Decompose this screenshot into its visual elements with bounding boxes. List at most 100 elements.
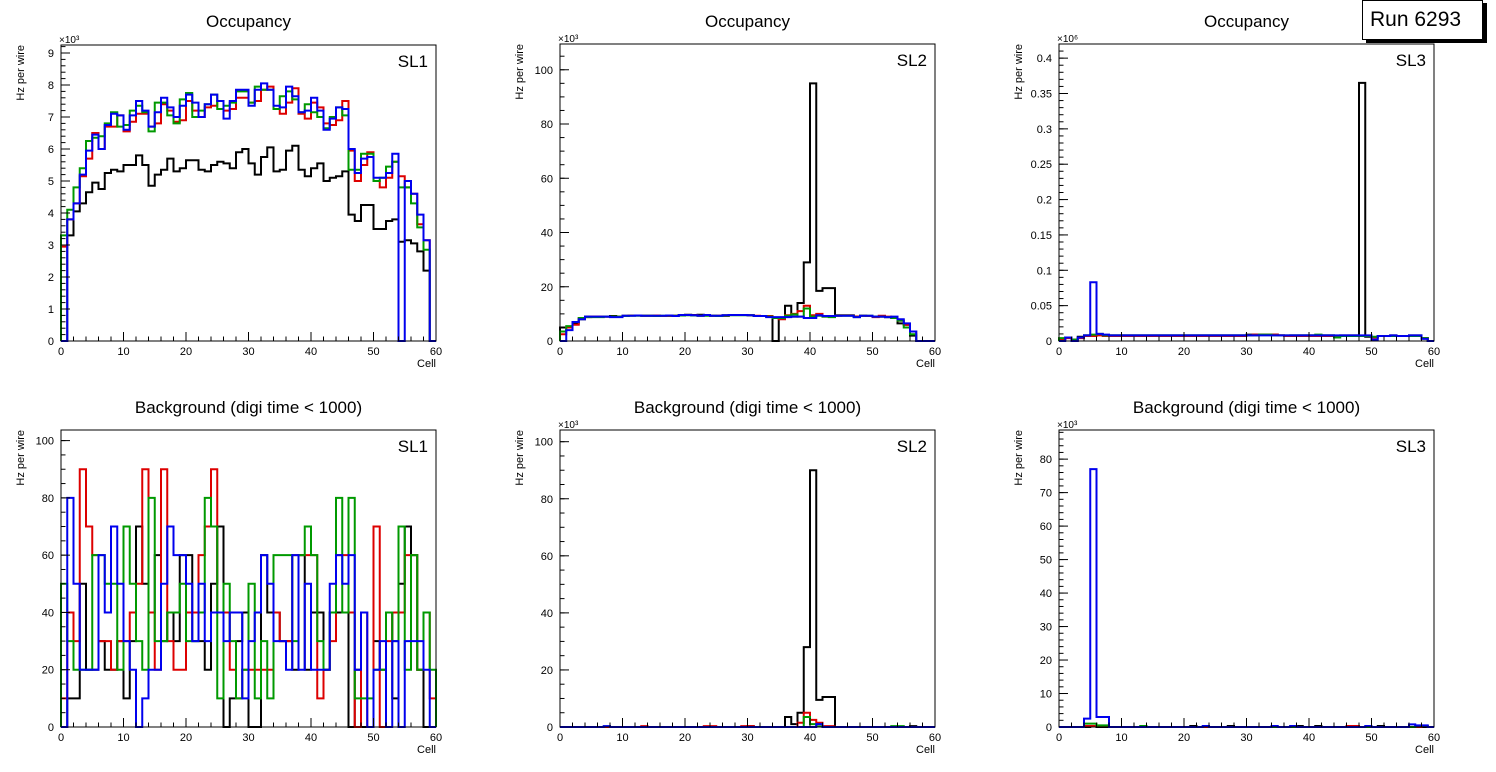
y-tick-label: 100 [535, 437, 553, 449]
x-tick-label: 60 [1428, 346, 1440, 358]
histogram-panel-5: Background (digi time < 1000) 0 10 20 30 40 50… [514, 398, 941, 756]
y-tick-label: 9 [48, 48, 54, 60]
y-tick-label: 60 [42, 550, 54, 562]
y-tick-label: 8 [48, 80, 54, 92]
panel-title: Background (digi time < 1000) [634, 398, 861, 417]
x-tick-label: 0 [58, 346, 64, 358]
y-tick-label: 0.05 [1031, 301, 1052, 313]
x-axis-label: Cell [1415, 358, 1434, 370]
y-tick-label: 6 [48, 144, 54, 156]
x-tick-label: 20 [1178, 346, 1190, 358]
y-tick-label: 3 [48, 240, 54, 252]
x-tick-label: 20 [679, 732, 691, 744]
x-axis-label: Cell [417, 744, 436, 756]
x-tick-label: 0 [557, 732, 563, 744]
panel-title: Background (digi time < 1000) [1133, 398, 1360, 417]
y-tick-label: 0 [547, 336, 553, 348]
x-tick-label: 30 [242, 346, 254, 358]
y-tick-label: 40 [1040, 588, 1052, 600]
y-axis-label: Hz per wire [514, 430, 526, 486]
y-tick-label: 10 [1040, 689, 1052, 701]
y-tick-label: 0 [1046, 336, 1052, 348]
plot-frame [1058, 429, 1435, 728]
histogram-series-4 [560, 313, 935, 342]
x-tick-label: 10 [117, 732, 129, 744]
y-tick-label: 100 [535, 65, 553, 77]
y-tick-label: 0.15 [1031, 230, 1052, 242]
y-tick-label: 4 [48, 208, 54, 220]
y-axis-label: Hz per wire [15, 45, 27, 101]
axis-exponent: ×10³ [558, 420, 579, 431]
x-tick-label: 10 [1115, 732, 1127, 744]
x-tick-label: 10 [1115, 346, 1127, 358]
y-tick-label: 0.3 [1037, 124, 1052, 136]
axis-exponent: ×10³ [1057, 420, 1078, 431]
y-tick-label: 0 [48, 722, 54, 734]
x-tick-label: 30 [242, 732, 254, 744]
x-tick-label: 0 [1056, 732, 1062, 744]
y-tick-label: 40 [541, 228, 553, 240]
y-tick-label: 60 [541, 551, 553, 563]
superlayer-label: SL2 [897, 437, 927, 456]
histogram-series-4 [1059, 281, 1434, 342]
plot-frame [1058, 43, 1435, 342]
x-tick-label: 20 [180, 346, 192, 358]
axis-exponent: ×10³ [558, 34, 579, 45]
y-tick-label: 20 [541, 282, 553, 294]
x-tick-label: 40 [804, 732, 816, 744]
axis-exponent: ×10⁶ [1057, 34, 1078, 45]
x-axis-label: Cell [916, 358, 935, 370]
y-tick-label: 5 [48, 176, 54, 188]
x-tick-label: 60 [929, 346, 941, 358]
y-tick-label: 0.25 [1031, 159, 1052, 171]
superlayer-label: SL2 [897, 51, 927, 70]
y-tick-label: 60 [1040, 521, 1052, 533]
x-tick-label: 30 [1240, 732, 1252, 744]
x-tick-label: 50 [367, 346, 379, 358]
histogram-panel-4: Background (digi time < 1000) 0 10 20 30 40 50… [15, 398, 442, 756]
y-tick-label: 0.4 [1037, 53, 1052, 65]
x-tick-label: 40 [1303, 732, 1315, 744]
y-axis-label: Hz per wire [1013, 430, 1025, 486]
y-axis-label: Hz per wire [1013, 44, 1025, 100]
x-tick-label: 10 [616, 732, 628, 744]
panel-title: Background (digi time < 1000) [135, 398, 362, 417]
x-tick-label: 20 [679, 346, 691, 358]
plot-frame [559, 43, 936, 342]
panel-title: Occupancy [1204, 12, 1290, 31]
histogram-series-1 [559, 82, 935, 342]
x-tick-label: 60 [430, 346, 442, 358]
histogram-series-1 [1058, 81, 1434, 342]
y-tick-label: 1 [48, 304, 54, 316]
x-tick-label: 60 [1428, 732, 1440, 744]
x-tick-label: 50 [367, 732, 379, 744]
y-tick-label: 0.2 [1037, 195, 1052, 207]
y-tick-label: 7 [48, 112, 54, 124]
x-tick-label: 50 [866, 732, 878, 744]
panel-title: Occupancy [206, 12, 292, 31]
histogram-series-1 [61, 144, 436, 342]
y-tick-label: 70 [1040, 488, 1052, 500]
y-tick-label: 60 [541, 173, 553, 185]
x-tick-label: 10 [117, 346, 129, 358]
y-tick-label: 0.35 [1031, 89, 1052, 101]
y-tick-label: 0 [547, 722, 553, 734]
histogram-series-1 [560, 469, 935, 728]
histogram-series-4 [1059, 468, 1434, 728]
x-tick-label: 60 [929, 732, 941, 744]
y-tick-label: 2 [48, 272, 54, 284]
histogram-panel-3: Occupancy 0 10 20 30 40 50 60 0 0.05 0.1 0.15 0.2 0.2… [1013, 12, 1440, 370]
y-tick-label: 0 [48, 336, 54, 348]
superlayer-label: SL1 [398, 437, 428, 456]
y-tick-label: 0.1 [1037, 265, 1052, 277]
x-axis-label: Cell [1415, 744, 1434, 756]
y-tick-label: 30 [1040, 622, 1052, 634]
y-tick-label: 20 [1040, 655, 1052, 667]
y-tick-label: 80 [541, 494, 553, 506]
y-tick-label: 20 [42, 665, 54, 677]
y-tick-label: 100 [36, 436, 54, 448]
x-tick-label: 40 [1303, 346, 1315, 358]
x-tick-label: 50 [866, 346, 878, 358]
y-axis-label: Hz per wire [514, 44, 526, 100]
superlayer-label: SL3 [1396, 51, 1426, 70]
